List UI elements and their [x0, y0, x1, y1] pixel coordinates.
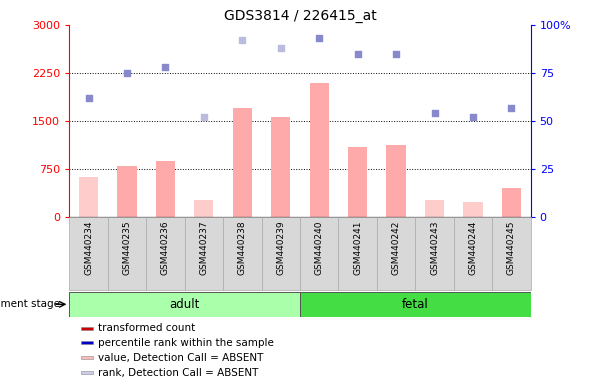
Point [160, 64, 170, 70]
Point [314, 35, 324, 41]
Bar [81, 326, 93, 329]
Bar [185, 217, 223, 290]
Bar [81, 341, 93, 344]
Bar [81, 356, 93, 359]
Text: GSM440239: GSM440239 [276, 220, 285, 275]
Point [430, 110, 440, 116]
Bar [377, 217, 415, 290]
Text: GSM440236: GSM440236 [161, 220, 170, 275]
Bar [194, 200, 213, 217]
Text: fetal: fetal [402, 298, 429, 311]
Bar [387, 145, 406, 217]
Text: percentile rank within the sample: percentile rank within the sample [98, 338, 274, 348]
Bar [69, 292, 300, 317]
Bar [415, 217, 453, 290]
Point [353, 51, 362, 57]
Point [84, 95, 93, 101]
Text: adult: adult [169, 298, 200, 311]
Bar [300, 217, 338, 290]
Point [391, 51, 401, 57]
Bar [338, 217, 377, 290]
Bar [300, 292, 531, 317]
Bar [502, 188, 521, 217]
Title: GDS3814 / 226415_at: GDS3814 / 226415_at [224, 8, 376, 23]
Point [276, 45, 286, 51]
Bar [262, 217, 300, 290]
Bar [146, 217, 185, 290]
Bar [81, 371, 93, 374]
Bar [463, 202, 482, 217]
Bar [233, 108, 252, 217]
Bar [425, 200, 444, 217]
Text: GSM440241: GSM440241 [353, 220, 362, 275]
Bar [223, 217, 262, 290]
Text: GSM440234: GSM440234 [84, 220, 93, 275]
Text: value, Detection Call = ABSENT: value, Detection Call = ABSENT [98, 353, 264, 363]
Text: GSM440245: GSM440245 [507, 220, 516, 275]
Bar [118, 166, 137, 217]
Text: GSM440235: GSM440235 [122, 220, 131, 275]
Bar [348, 147, 367, 217]
Text: GSM440240: GSM440240 [315, 220, 324, 275]
Bar [271, 117, 291, 217]
Bar [309, 83, 329, 217]
Text: development stage: development stage [0, 299, 60, 310]
Bar [69, 217, 108, 290]
Point [199, 114, 209, 120]
Text: GSM440242: GSM440242 [391, 220, 400, 275]
Text: GSM440237: GSM440237 [200, 220, 209, 275]
Text: rank, Detection Call = ABSENT: rank, Detection Call = ABSENT [98, 368, 259, 378]
Bar [79, 177, 98, 217]
Point [507, 104, 516, 111]
Bar [108, 217, 146, 290]
Bar [454, 217, 492, 290]
Text: transformed count: transformed count [98, 323, 196, 333]
Point [122, 70, 132, 76]
Bar [492, 217, 531, 290]
Text: GSM440238: GSM440238 [238, 220, 247, 275]
Text: GSM440244: GSM440244 [469, 220, 478, 275]
Point [238, 37, 247, 43]
Point [468, 114, 478, 120]
Text: GSM440243: GSM440243 [430, 220, 439, 275]
Bar [156, 161, 175, 217]
